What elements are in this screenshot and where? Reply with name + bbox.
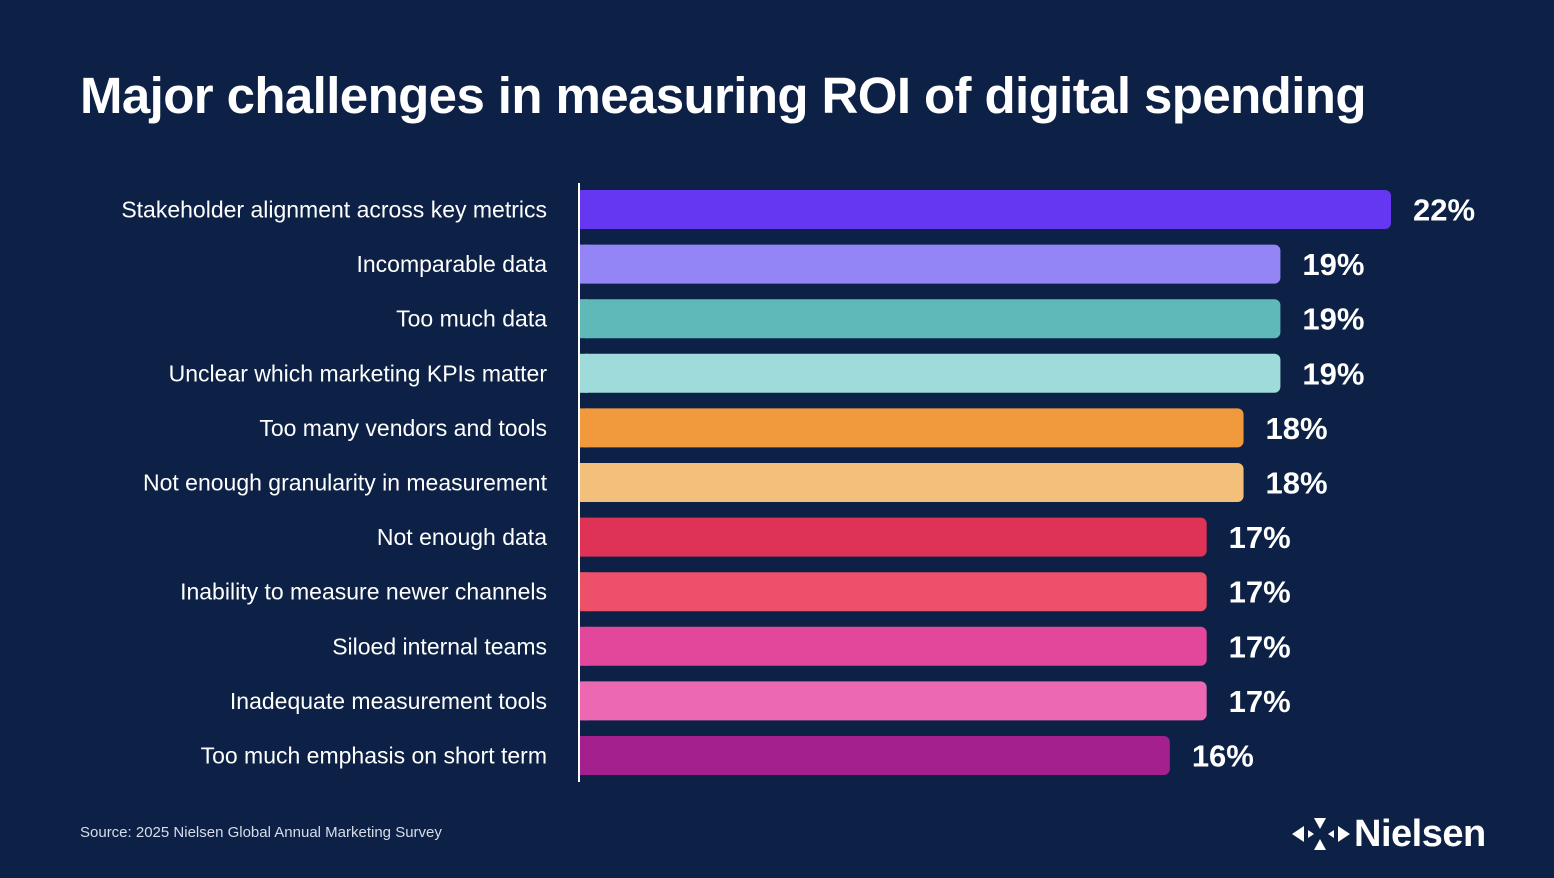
brand-name: Nielsen [1354, 813, 1486, 855]
bar-left-edge [580, 626, 588, 666]
bar [580, 463, 1244, 502]
bar-left-edge [580, 572, 588, 612]
bar [580, 353, 1281, 393]
bar-left-edge [580, 299, 588, 339]
bar-left-edge [580, 244, 588, 284]
category-label: Unclear which marketing KPIs matter [169, 360, 548, 386]
category-label: Stakeholder alignment across key metrics [121, 197, 547, 223]
value-label: 17% [1229, 684, 1291, 719]
value-label: 17% [1229, 575, 1291, 610]
bar-left-edge [580, 408, 588, 448]
category-label: Inability to measure newer channels [180, 579, 547, 605]
nielsen-arrows-icon [1292, 818, 1350, 850]
category-label: Siloed internal teams [332, 633, 547, 659]
value-label: 19% [1302, 356, 1364, 391]
bar [580, 736, 1170, 775]
value-label: 17% [1229, 629, 1291, 664]
bar-left-edge [580, 463, 588, 502]
source-note: Source: 2025 Nielsen Global Annual Marke… [80, 824, 442, 841]
bar-left-edge [580, 736, 588, 775]
category-label: Not enough granularity in measurement [143, 470, 548, 496]
category-label: Too much emphasis on short term [201, 743, 547, 769]
value-label: 18% [1266, 411, 1328, 446]
bar-left-edge [580, 517, 588, 557]
bar [580, 572, 1207, 612]
chart-title: Major challenges in measuring ROI of dig… [80, 67, 1366, 124]
category-label: Too much data [396, 306, 547, 332]
nielsen-logo: Nielsen [1292, 812, 1486, 856]
bar [580, 517, 1207, 557]
bars-group: Stakeholder alignment across key metrics… [121, 190, 1475, 775]
bar-left-edge [580, 681, 588, 721]
value-label: 22% [1413, 193, 1475, 228]
value-label: 16% [1192, 739, 1254, 774]
bar [580, 190, 1391, 229]
bar-left-edge [580, 190, 588, 229]
value-label: 18% [1266, 466, 1328, 501]
value-label: 19% [1302, 302, 1364, 337]
category-label: Incomparable data [356, 251, 547, 277]
bar [580, 681, 1207, 721]
value-label: 17% [1229, 520, 1291, 555]
category-label: Inadequate measurement tools [230, 688, 547, 714]
bar [580, 244, 1281, 284]
bar [580, 299, 1281, 339]
category-label: Too many vendors and tools [259, 415, 547, 441]
bar [580, 626, 1207, 666]
bar-left-edge [580, 353, 588, 393]
category-label: Not enough data [377, 524, 547, 550]
bar [580, 408, 1244, 448]
value-label: 19% [1302, 247, 1364, 282]
